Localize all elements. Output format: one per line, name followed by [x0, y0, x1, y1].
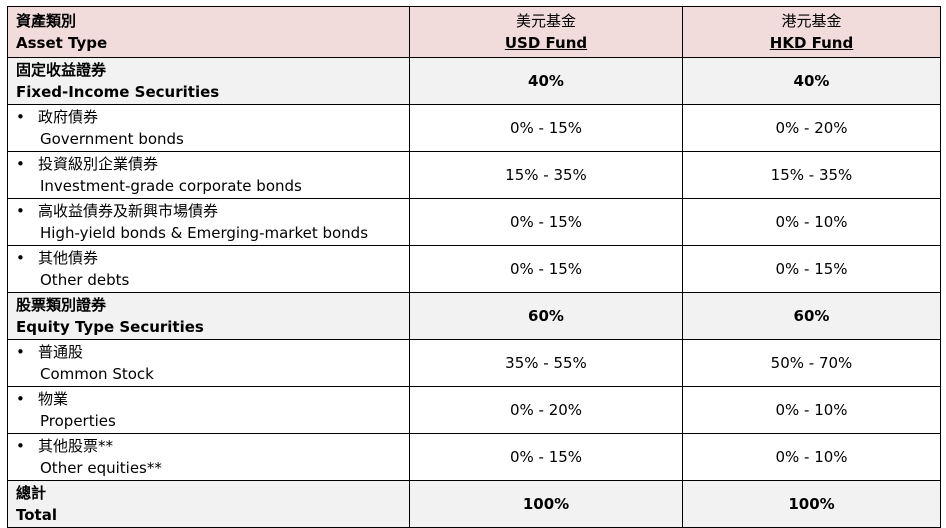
bullet-icon: • [16, 343, 25, 361]
bullet-icon: • [16, 249, 25, 267]
header-usd-fund: 美元基金 USD Fund [409, 6, 683, 58]
section-row: 固定收益證券 Fixed-Income Securities 40% 40% [7, 57, 941, 105]
usd-value: 40% [409, 57, 683, 105]
asset-type-zh: 資產類別 [16, 12, 77, 30]
usd-value: 15% - 35% [409, 151, 683, 199]
table-row: • 其他債券 Other debts 0% - 15% 0% - 15% [7, 245, 941, 293]
table-row: • 高收益債券及新興市場債券 High-yield bonds & Emerging… [7, 198, 941, 246]
table-row: • 政府債券 Government bonds 0% - 15% 0% - 20% [7, 104, 941, 152]
hkd-value: 60% [682, 292, 941, 340]
usd-value: 60% [409, 292, 683, 340]
asset-zh: 其他股票** [38, 437, 114, 455]
asset-cell: • 其他債券 Other debts [7, 245, 410, 293]
bullet-icon: • [16, 437, 25, 455]
asset-en: High-yield bonds & Emerging-market bonds [40, 224, 369, 242]
asset-zh: 政府債券 [38, 108, 99, 126]
asset-zh: 普通股 [38, 343, 84, 361]
usd-value: 0% - 20% [409, 386, 683, 434]
asset-en: Properties [40, 412, 116, 430]
asset-cell: • 投資級別企業債券 Investment-grade corporate bond… [7, 151, 410, 199]
usd-value: 0% - 15% [409, 104, 683, 152]
section-row: 股票類別證券 Equity Type Securities 60% 60% [7, 292, 941, 340]
asset-zh: 股票類別證券 [16, 296, 107, 314]
hkd-value: 0% - 20% [682, 104, 941, 152]
asset-allocation-table: 資產類別 Asset Type 美元基金 USD Fund 港元基金 HKD Fund… [7, 6, 941, 528]
asset-en: Fixed-Income Securities [16, 83, 220, 101]
asset-en: Investment-grade corporate bonds [40, 177, 302, 195]
asset-cell: • 其他股票** Other equities** [7, 433, 410, 481]
bullet-icon: • [16, 390, 25, 408]
asset-en: Total [16, 506, 57, 524]
usd-fund-en: USD Fund [504, 34, 588, 52]
table-row: • 投資級別企業債券 Investment-grade corporate bond… [7, 151, 941, 199]
table-row: • 其他股票** Other equities** 0% - 15% 0% - 10… [7, 433, 941, 481]
hkd-value: 0% - 10% [682, 433, 941, 481]
usd-value: 0% - 15% [409, 433, 683, 481]
header-asset-type: 資產類別 Asset Type [7, 6, 410, 58]
asset-en: Common Stock [40, 365, 154, 383]
asset-zh: 高收益債券及新興市場債券 [38, 202, 219, 220]
header-row: 資產類別 Asset Type 美元基金 USD Fund 港元基金 HKD Fund [7, 6, 941, 58]
asset-en: Government bonds [40, 130, 184, 148]
asset-cell: 固定收益證券 Fixed-Income Securities [7, 57, 410, 105]
usd-value: 0% - 15% [409, 198, 683, 246]
hkd-value: 100% [682, 480, 941, 528]
header-hkd-fund: 港元基金 HKD Fund [682, 6, 941, 58]
bullet-icon: • [16, 155, 25, 173]
asset-cell: 總計 Total [7, 480, 410, 528]
hkd-value: 0% - 10% [682, 198, 941, 246]
asset-cell: • 普通股 Common Stock [7, 339, 410, 387]
usd-value: 100% [409, 480, 683, 528]
usd-value: 0% - 15% [409, 245, 683, 293]
asset-en: Other debts [40, 271, 130, 289]
asset-cell: 股票類別證券 Equity Type Securities [7, 292, 410, 340]
asset-zh: 固定收益證券 [16, 61, 107, 79]
asset-type-en: Asset Type [16, 34, 108, 52]
hkd-fund-zh: 港元基金 [781, 12, 842, 30]
asset-cell: • 高收益債券及新興市場債券 High-yield bonds & Emerging… [7, 198, 410, 246]
hkd-value: 15% - 35% [682, 151, 941, 199]
bullet-icon: • [16, 108, 25, 126]
asset-zh: 投資級別企業債券 [38, 155, 159, 173]
usd-value: 35% - 55% [409, 339, 683, 387]
table-row: • 物業 Properties 0% - 20% 0% - 10% [7, 386, 941, 434]
asset-zh: 物業 [38, 390, 69, 408]
asset-zh: 其他債券 [38, 249, 99, 267]
hkd-value: 0% - 15% [682, 245, 941, 293]
table-row: • 普通股 Common Stock 35% - 55% 50% - 70% [7, 339, 941, 387]
asset-cell: • 政府債券 Government bonds [7, 104, 410, 152]
hkd-value: 0% - 10% [682, 386, 941, 434]
hkd-fund-en: HKD Fund [769, 34, 854, 52]
hkd-value: 40% [682, 57, 941, 105]
bullet-icon: • [16, 202, 25, 220]
asset-cell: • 物業 Properties [7, 386, 410, 434]
hkd-value: 50% - 70% [682, 339, 941, 387]
asset-en: Other equities** [40, 459, 162, 477]
asset-en: Equity Type Securities [16, 318, 204, 336]
section-row: 總計 Total 100% 100% [7, 480, 941, 528]
usd-fund-zh: 美元基金 [515, 12, 576, 30]
asset-zh: 總計 [16, 484, 47, 502]
